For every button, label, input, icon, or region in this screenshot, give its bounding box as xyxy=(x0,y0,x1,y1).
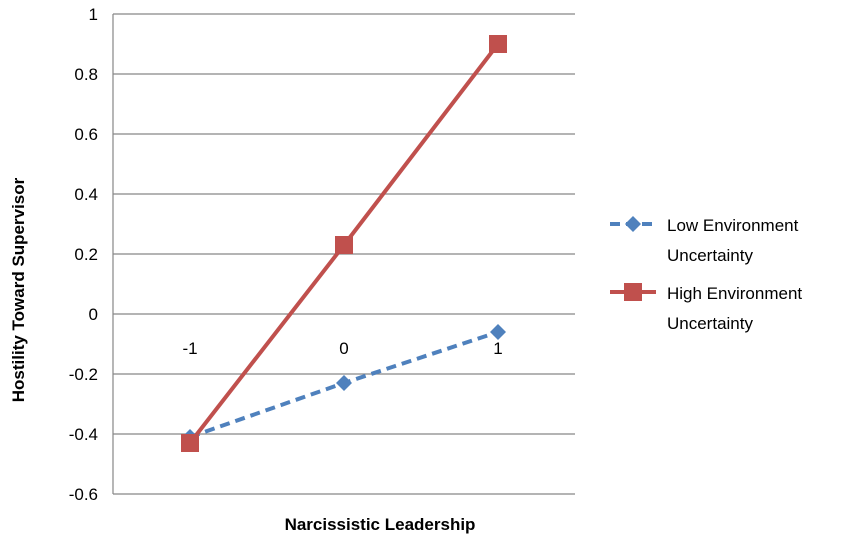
series-high-uncertainty xyxy=(181,35,507,452)
y-tick-label: 0 xyxy=(89,305,98,324)
y-axis-title: Hostility Toward Supervisor xyxy=(9,177,28,402)
y-tick-label: -0.6 xyxy=(69,485,98,504)
y-tick-label: 0.2 xyxy=(74,245,98,264)
y-tick-label: 0.6 xyxy=(74,125,98,144)
legend-label: Low Environment xyxy=(667,216,799,235)
data-point xyxy=(490,324,506,340)
data-point xyxy=(335,236,353,254)
legend-label: Uncertainty xyxy=(667,246,753,265)
legend-entry: High Environment Uncertainty xyxy=(610,283,802,333)
y-tick-label: -0.4 xyxy=(69,425,98,444)
x-tick-labels: -1 0 1 xyxy=(182,339,502,358)
legend-entry: Low Environment Uncertainty xyxy=(610,216,799,265)
x-tick-label: 0 xyxy=(339,339,348,358)
data-point xyxy=(336,375,352,391)
y-tick-label: 0.8 xyxy=(74,65,98,84)
y-tick-label: -0.2 xyxy=(69,365,98,384)
legend-marker xyxy=(624,283,642,301)
x-tick-label: 1 xyxy=(493,339,502,358)
data-point xyxy=(489,35,507,53)
data-point xyxy=(181,434,199,452)
x-axis-title: Narcissistic Leadership xyxy=(285,515,476,534)
y-tick-label: 0.4 xyxy=(74,185,98,204)
series-low-uncertainty xyxy=(182,324,506,445)
y-tick-labels: 1 0.8 0.6 0.4 0.2 0 -0.2 -0.4 -0.6 xyxy=(69,5,98,504)
legend-marker xyxy=(625,216,641,232)
x-tick-label: -1 xyxy=(182,339,197,358)
legend-label: High Environment xyxy=(667,284,802,303)
y-tick-label: 1 xyxy=(89,5,98,24)
series-lines xyxy=(181,35,507,452)
legend-label: Uncertainty xyxy=(667,314,753,333)
